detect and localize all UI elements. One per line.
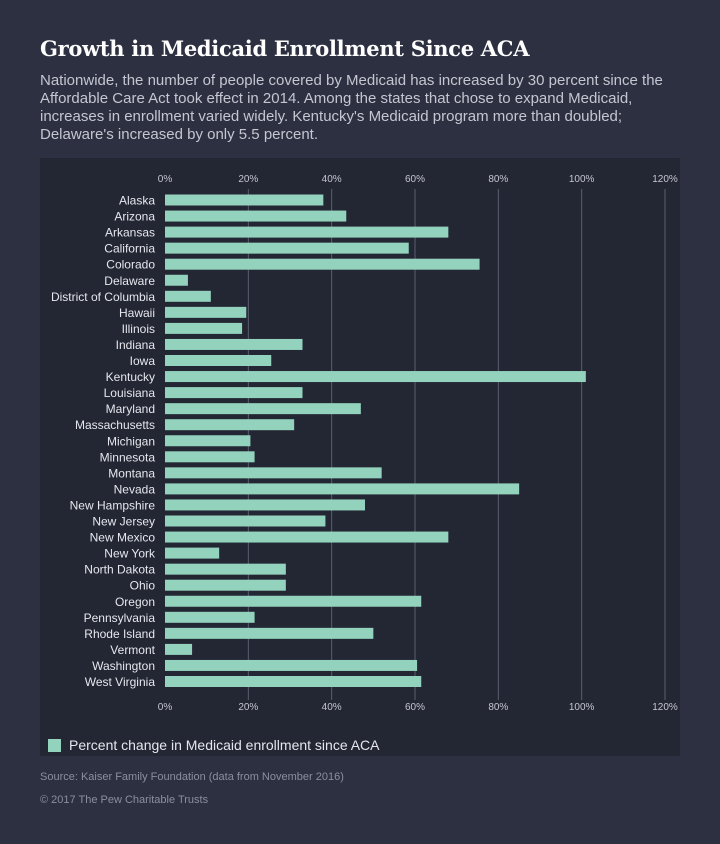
chart-panel: 0% 0% 20% 20% 40% 40% 60% 60% 80% 80% 100% 100% 120%… [40,158,680,756]
category-label: North Dakota [84,563,155,577]
x-tick-label-top: 120% [652,174,678,185]
x-tick-label-top: 20% [238,174,258,185]
category-label: Hawaii [119,306,155,320]
category-label: Minnesota [100,450,156,464]
bar [165,274,188,286]
bar [165,483,520,495]
category-label: Ohio [130,579,156,593]
x-tick-label-bottom: 40% [322,702,342,713]
legend: Percent change in Medicaid enrollment si… [48,736,380,754]
bar [165,467,382,479]
x-tick-label-bottom: 20% [238,702,258,713]
category-label: New York [104,547,156,561]
x-tick-label-top: 100% [569,174,595,185]
category-label: Alaska [119,194,155,208]
x-tick-label-bottom: 120% [652,702,678,713]
category-label: Arizona [114,210,155,224]
bar [165,659,418,671]
legend-label: Percent change in Medicaid enrollment si… [69,737,380,753]
category-label: Nevada [114,482,156,496]
bar [165,595,422,607]
chart-title: Growth in Medicaid Enrollment Since ACA [40,36,530,61]
category-label: Montana [108,466,155,480]
x-tick-label-top: 0% [158,174,173,185]
x-tick-label-top: 80% [488,174,508,185]
bar [165,258,480,270]
bar [165,563,286,575]
source-note: Source: Kaiser Family Foundation (data f… [40,771,344,783]
x-tick-label-bottom: 80% [488,702,508,713]
bar [165,547,220,559]
category-label: Pennsylvania [84,611,156,625]
category-label: New Jersey [92,515,155,529]
bar [165,627,374,639]
x-tick-label-top: 60% [405,174,425,185]
bar [165,387,303,399]
copyright-note: © 2017 The Pew Charitable Trusts [40,794,209,806]
category-label: Indiana [116,338,156,352]
category-label: Colorado [106,258,155,272]
category-label: Vermont [110,643,155,657]
category-label: West Virginia [85,675,156,689]
category-label: Louisiana [104,386,156,400]
x-tick-label-top: 40% [322,174,342,185]
category-label: Maryland [106,402,155,416]
bar [165,306,247,318]
category-label: California [104,242,155,256]
bar [165,451,255,463]
bar [165,643,193,655]
legend-swatch [48,738,61,752]
bar [165,338,303,350]
category-label: New Hampshire [70,498,156,512]
chart-subtitle: Nationwide, the number of people covered… [40,72,663,143]
x-tick-label-bottom: 60% [405,702,425,713]
bar [165,242,409,254]
category-label: New Mexico [90,531,156,545]
bar [165,322,243,334]
category-label: Illinois [122,322,155,336]
category-label: Delaware [104,274,155,288]
bar [165,515,326,527]
category-label: Massachusetts [75,418,155,432]
bar [165,579,286,591]
category-label: Arkansas [105,226,155,240]
bar [165,355,272,366]
bar [165,611,255,623]
bar [165,435,251,447]
bar [165,531,449,543]
category-label: District of Columbia [51,290,155,304]
category-label: Iowa [130,354,156,368]
bar [165,419,295,431]
category-label: Michigan [107,434,155,448]
bar [165,210,347,222]
bar [165,290,211,302]
bar [165,226,449,238]
bar [165,499,365,511]
bar [165,403,361,415]
x-tick-label-bottom: 0% [158,702,173,713]
category-label: Oregon [115,595,155,609]
bar [165,676,422,687]
bar [165,371,586,383]
category-label: Kentucky [106,370,155,384]
category-label: Washington [92,659,155,673]
bar [165,194,324,206]
x-tick-label-bottom: 100% [569,702,595,713]
category-label: Rhode Island [84,627,155,641]
bar-chart: 0% 0% 20% 20% 40% 40% 60% 60% 80% 80% 100% 100% 120%… [51,174,678,713]
